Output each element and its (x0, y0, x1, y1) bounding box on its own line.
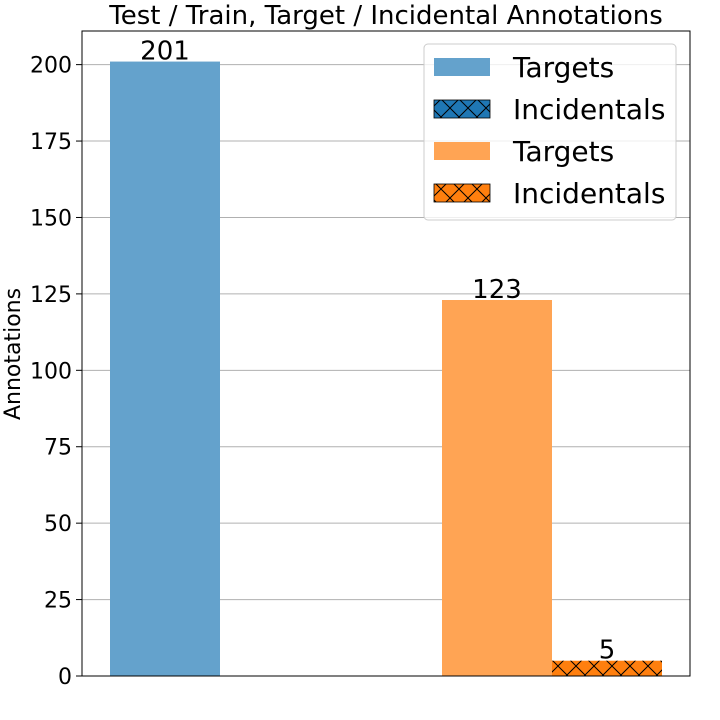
y-tick-label: 150 (30, 206, 72, 231)
legend-frame (423, 43, 677, 221)
y-tick-label: 0 (58, 665, 72, 690)
legend-swatch (434, 58, 490, 76)
legend-label: Incidentals (513, 93, 665, 126)
bar (442, 300, 552, 676)
y-tick-label: 100 (30, 359, 72, 384)
plot-frame (81, 30, 691, 677)
bars (110, 61, 662, 676)
y-tick-label: 75 (44, 436, 72, 461)
chart-title: Test / Train, Target / Incidental Annota… (108, 1, 663, 31)
bar-labels: 201 123 5 (140, 37, 615, 666)
legend-swatch-hatch (434, 184, 490, 202)
bar (110, 61, 220, 676)
legend: Targets Incidentals Targets Incidentals (423, 43, 677, 221)
y-tick-label: 25 (44, 589, 72, 614)
y-tick-label: 50 (44, 512, 72, 537)
y-tick-label: 200 (30, 54, 72, 79)
bar-hatch (552, 660, 662, 676)
y-axis-label: Annotations (1, 288, 26, 420)
bar-value-label: 123 (472, 275, 522, 305)
bar-value-label: 5 (599, 636, 616, 666)
legend-swatch (434, 142, 490, 160)
y-tick-label: 125 (30, 283, 72, 308)
bar-value-label: 201 (140, 37, 190, 67)
legend-label: Targets (512, 51, 614, 84)
legend-label: Targets (512, 135, 614, 168)
y-tick-label: 175 (30, 130, 72, 155)
y-axis: 0 25 50 75 100 125 150 175 200 (30, 54, 82, 690)
legend-swatch-hatch (434, 100, 490, 118)
legend-label: Incidentals (513, 177, 665, 210)
